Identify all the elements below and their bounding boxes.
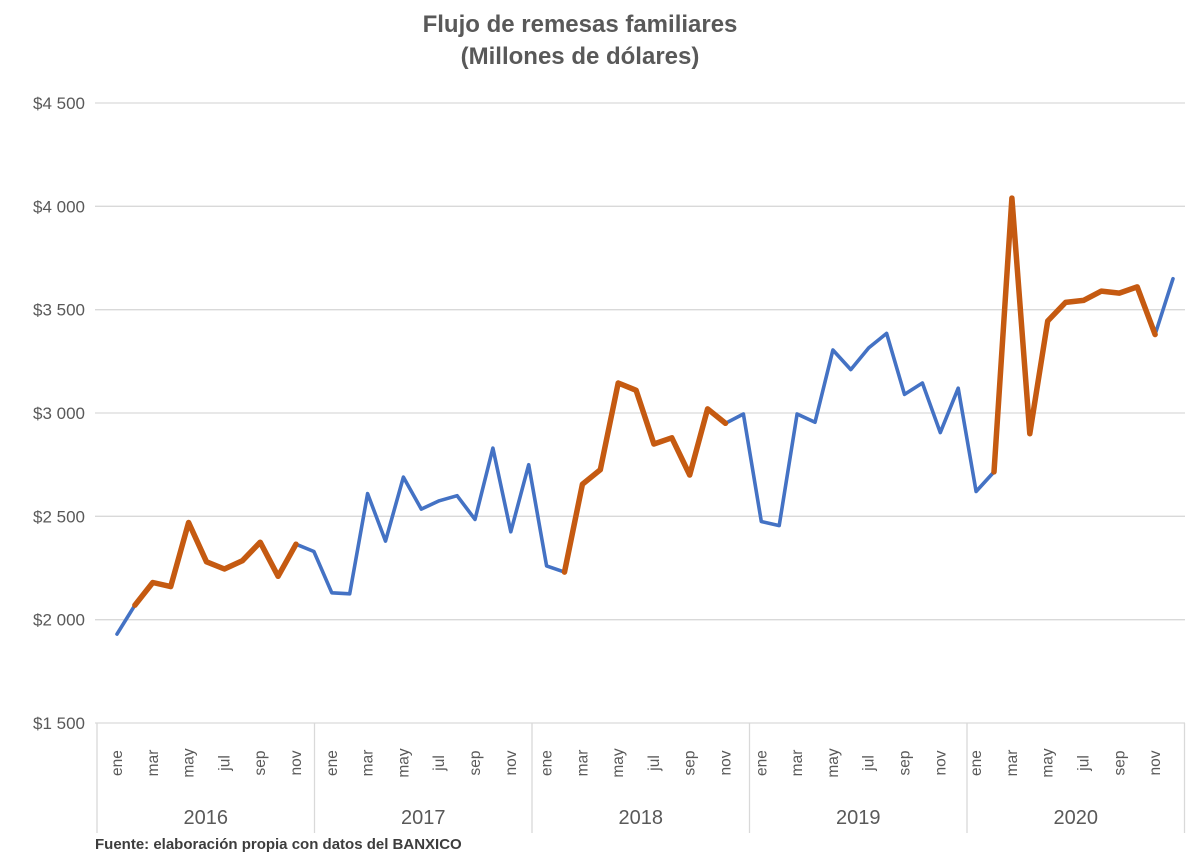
- year-label: 2016: [184, 807, 229, 829]
- month-tick-label: nov: [932, 750, 949, 775]
- year-label: 2017: [401, 807, 446, 829]
- highlight-segment: [561, 380, 729, 575]
- month-tick-label: nov: [1147, 750, 1164, 775]
- y-axis-label: $2 500: [33, 507, 85, 526]
- y-axis-label: $4 000: [33, 197, 85, 216]
- month-tick-label: mar: [1004, 750, 1021, 777]
- month-tick-label: sep: [467, 751, 484, 776]
- month-tick-label: mar: [360, 750, 377, 777]
- month-tick-label: jul: [1076, 755, 1093, 772]
- year-label: 2018: [619, 807, 664, 829]
- month-tick-label: ene: [109, 750, 126, 776]
- month-tick-label: mar: [789, 750, 806, 777]
- month-tick-label: sep: [897, 751, 914, 776]
- year-label: 2020: [1054, 807, 1099, 829]
- y-axis-label: $4 500: [33, 94, 85, 113]
- chart-title: Flujo de remesas familiares: [422, 11, 738, 38]
- month-tick-label: ene: [324, 750, 341, 776]
- month-tick-label: ene: [539, 750, 556, 776]
- month-tick-label: jul: [431, 755, 448, 772]
- month-tick-label: jul: [216, 755, 233, 772]
- month-tick-label: ene: [968, 750, 985, 776]
- y-axis-label: $1 500: [33, 714, 85, 733]
- highlight-segment: [132, 519, 299, 608]
- month-tick-label: may: [825, 748, 842, 778]
- month-tick-label: mar: [574, 750, 591, 777]
- month-tick-label: ene: [753, 750, 770, 776]
- month-tick-label: nov: [718, 750, 735, 775]
- y-axis-label: $2 000: [33, 611, 85, 630]
- year-label: 2019: [836, 807, 881, 829]
- month-tick-label: sep: [682, 751, 699, 776]
- month-tick-label: may: [1040, 748, 1057, 778]
- month-tick-label: nov: [288, 750, 305, 775]
- month-tick-label: may: [181, 748, 198, 778]
- month-tick-label: mar: [145, 750, 162, 777]
- month-tick-label: sep: [1111, 751, 1128, 776]
- month-tick-label: jul: [646, 755, 663, 772]
- y-axis-label: $3 000: [33, 404, 85, 423]
- highlight-segment: [991, 195, 1158, 475]
- month-tick-label: jul: [861, 755, 878, 772]
- month-tick-label: may: [610, 748, 627, 778]
- month-tick-label: may: [395, 748, 412, 778]
- y-axis-label: $3 500: [33, 301, 85, 320]
- month-tick-label: nov: [503, 750, 520, 775]
- month-tick-label: sep: [252, 751, 269, 776]
- source-note: Fuente: elaboración propia con datos del…: [95, 836, 462, 853]
- chart-subtitle: (Millones de dólares): [460, 43, 700, 70]
